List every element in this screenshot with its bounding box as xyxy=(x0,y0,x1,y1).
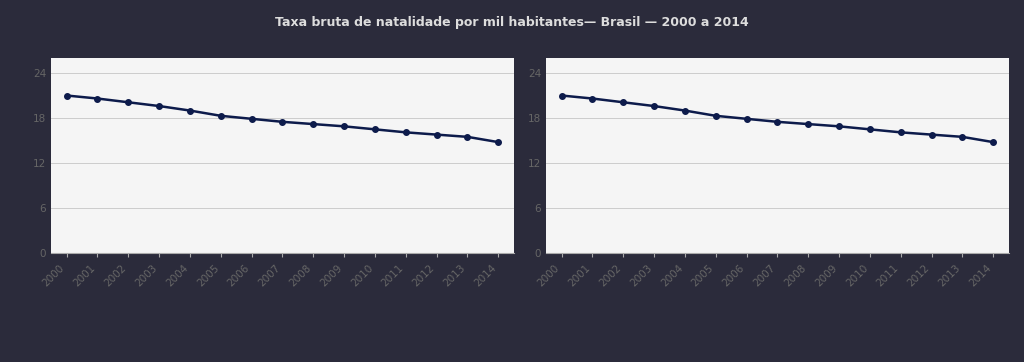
Text: Taxa bruta de natalidade por mil habitantes— Brasil — 2000 a 2014: Taxa bruta de natalidade por mil habitan… xyxy=(275,16,749,29)
